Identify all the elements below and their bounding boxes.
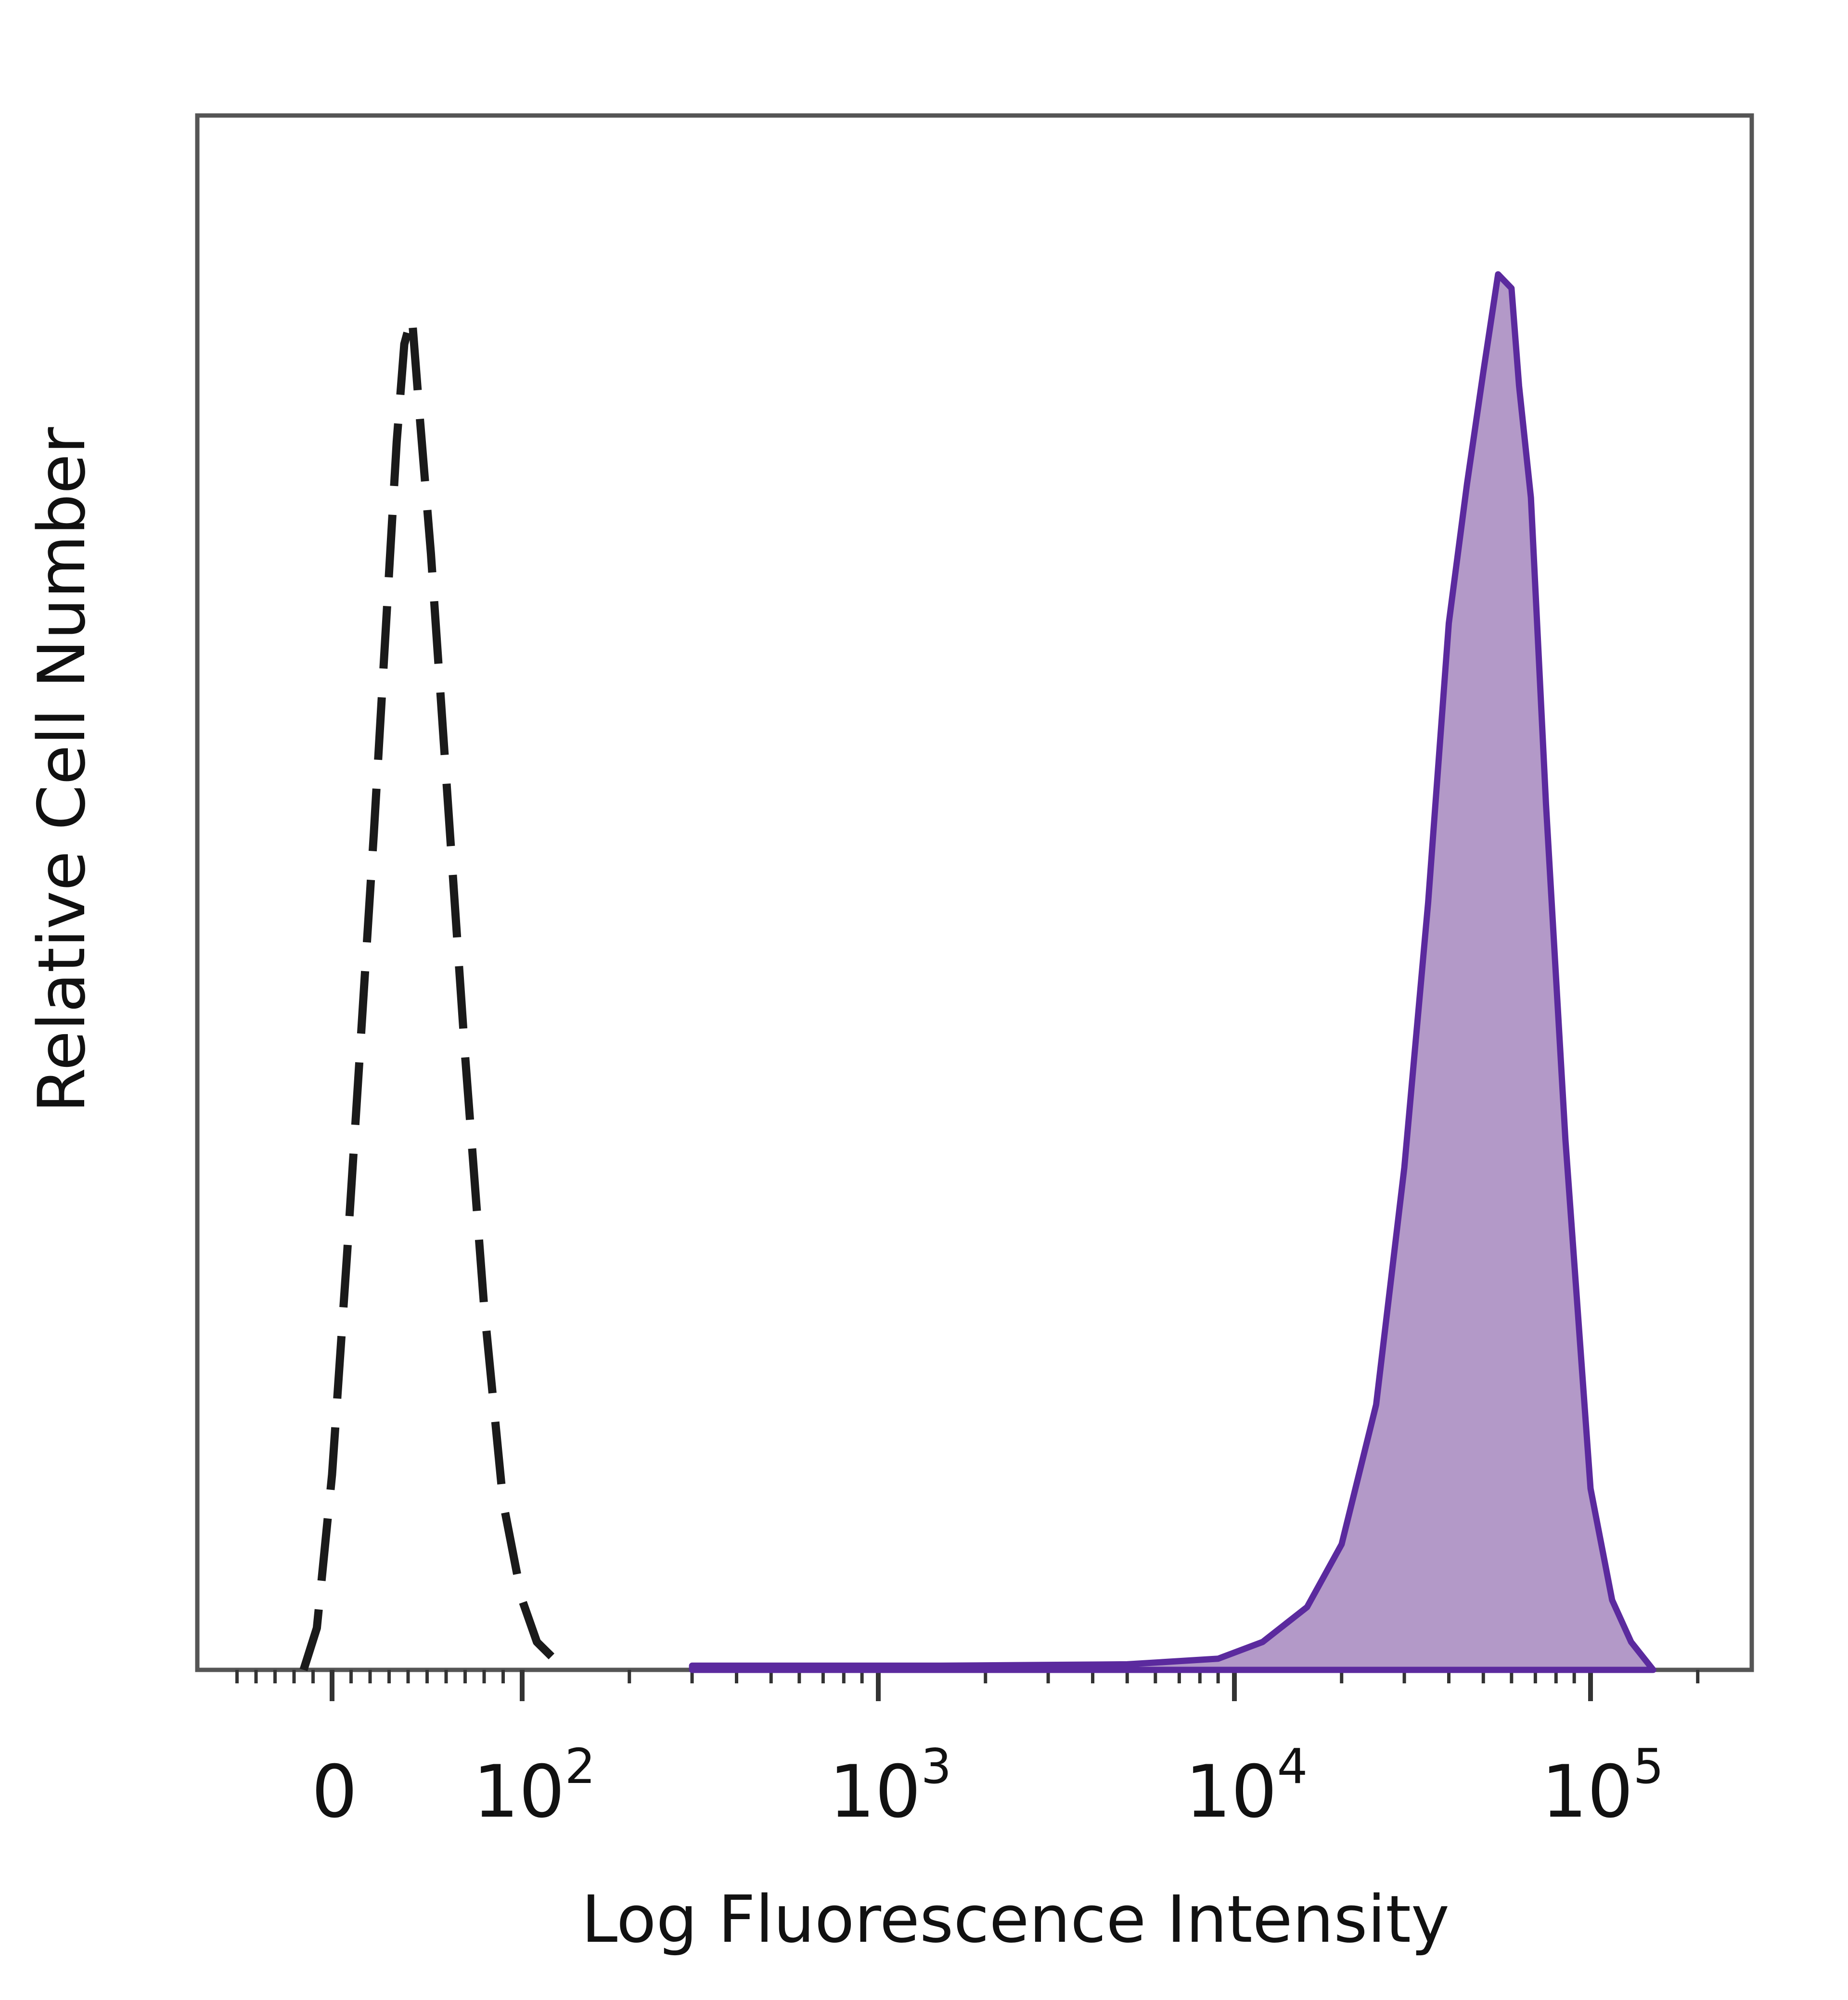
x-tick-label: 0 <box>311 1750 357 1834</box>
x-tick-label: 102 <box>473 1738 596 1834</box>
stained-sample-histogram <box>689 271 1656 1673</box>
x-tick-label: 103 <box>829 1738 952 1834</box>
isotype-control-histogram <box>299 312 576 1674</box>
x-axis-ticks <box>235 1670 1700 1701</box>
y-axis-title: Relative Cell Number <box>24 427 100 1113</box>
x-tick-label: 105 <box>1541 1738 1664 1834</box>
x-axis-title: Log Fluorescence Intensity <box>581 1882 1450 1957</box>
x-tick-labels: 0 102 103 104 105 <box>311 1738 1664 1834</box>
x-tick-label: 104 <box>1185 1738 1308 1834</box>
